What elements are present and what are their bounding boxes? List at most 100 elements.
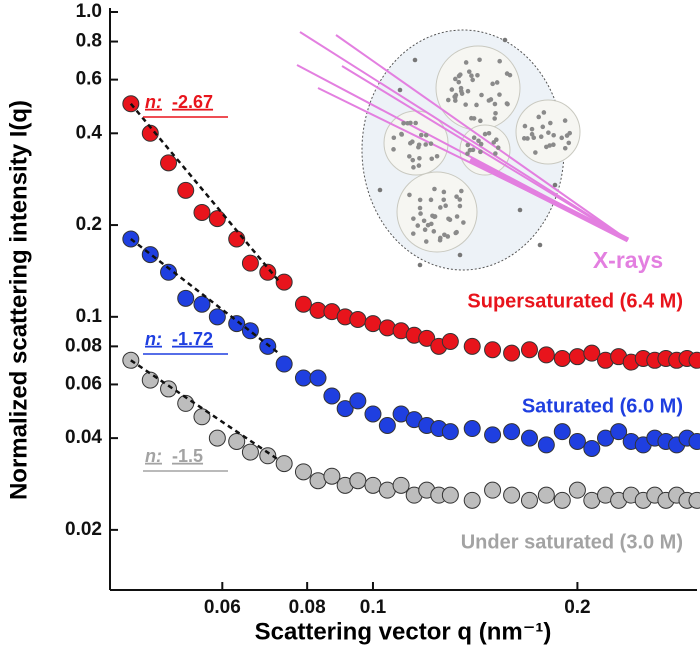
inset-illustration: X-rays bbox=[296, 29, 663, 273]
particle bbox=[521, 136, 527, 141]
particle bbox=[475, 73, 480, 78]
data-point bbox=[503, 423, 521, 441]
particle bbox=[476, 138, 481, 144]
data-point bbox=[294, 295, 312, 313]
data-point bbox=[259, 263, 277, 281]
y-tick-label: 0.8 bbox=[76, 31, 102, 52]
particle bbox=[471, 116, 477, 121]
particle bbox=[458, 88, 464, 94]
data-point bbox=[193, 203, 211, 221]
data-point bbox=[323, 387, 341, 405]
data-point bbox=[537, 346, 555, 364]
data-point bbox=[160, 380, 178, 398]
data-point bbox=[568, 432, 586, 450]
particle bbox=[470, 147, 476, 153]
particle bbox=[453, 230, 458, 236]
particle bbox=[429, 156, 435, 162]
data-point bbox=[553, 491, 571, 509]
particle bbox=[502, 37, 508, 43]
x-tick-label: 0.06 bbox=[204, 597, 241, 618]
fit-label: n: bbox=[145, 92, 162, 112]
particle bbox=[434, 153, 440, 159]
particle bbox=[417, 197, 423, 203]
particle bbox=[465, 142, 471, 148]
data-point bbox=[241, 322, 259, 340]
particle bbox=[522, 123, 528, 129]
particle bbox=[415, 223, 421, 228]
particle bbox=[531, 135, 537, 140]
x-tick-label: 0.08 bbox=[289, 597, 326, 618]
fit-line bbox=[130, 238, 281, 356]
particle bbox=[478, 118, 483, 124]
data-point bbox=[241, 254, 259, 272]
particle bbox=[422, 227, 428, 232]
data-point bbox=[309, 369, 327, 387]
data-point bbox=[160, 263, 178, 281]
data-point bbox=[193, 408, 211, 426]
particle bbox=[428, 141, 434, 146]
particle bbox=[417, 156, 422, 161]
data-point bbox=[583, 439, 601, 457]
particle bbox=[418, 211, 423, 216]
particle bbox=[457, 197, 463, 202]
data-point bbox=[441, 332, 459, 350]
particle bbox=[546, 130, 551, 135]
fit-exponent: -1.72 bbox=[172, 329, 213, 349]
particle bbox=[454, 194, 459, 199]
particle bbox=[551, 142, 556, 147]
data-point bbox=[418, 329, 436, 347]
data-point bbox=[193, 295, 211, 313]
series-label: Supersaturated (6.4 M) bbox=[467, 290, 683, 312]
particle bbox=[494, 80, 500, 85]
data-point bbox=[441, 486, 459, 504]
particle bbox=[478, 141, 484, 147]
particle bbox=[410, 231, 416, 236]
particle bbox=[525, 136, 530, 141]
particle bbox=[559, 135, 565, 141]
particle bbox=[478, 149, 483, 155]
particle bbox=[474, 102, 479, 108]
y-tick-label: 0.06 bbox=[65, 373, 102, 394]
fit-label: n: bbox=[145, 329, 162, 349]
fit-line bbox=[129, 102, 281, 284]
particle bbox=[457, 252, 463, 258]
data-point bbox=[160, 154, 178, 172]
data-point bbox=[141, 371, 159, 389]
particle bbox=[533, 150, 538, 155]
fit-line bbox=[130, 359, 281, 462]
y-tick-label: 0.1 bbox=[76, 306, 103, 327]
data-point bbox=[208, 308, 226, 326]
particle bbox=[486, 130, 492, 136]
particle bbox=[517, 207, 523, 213]
particle bbox=[447, 217, 453, 223]
data-point bbox=[259, 337, 277, 355]
particle bbox=[470, 77, 475, 83]
data-point bbox=[484, 341, 502, 359]
particle bbox=[432, 186, 437, 192]
particle bbox=[445, 97, 451, 103]
particle bbox=[429, 221, 434, 227]
data-point bbox=[520, 429, 538, 447]
data-point bbox=[610, 423, 628, 441]
y-tick-label: 1.0 bbox=[76, 1, 102, 22]
fit-label: n: bbox=[145, 446, 162, 466]
particle bbox=[497, 58, 502, 64]
data-point bbox=[484, 481, 502, 499]
particle bbox=[537, 242, 543, 248]
y-tick-label: 0.4 bbox=[76, 122, 103, 143]
data-point bbox=[349, 472, 367, 490]
y-tick-label: 0.6 bbox=[76, 69, 102, 90]
data-point bbox=[392, 476, 410, 494]
data-point bbox=[553, 349, 571, 367]
particle bbox=[486, 98, 492, 103]
data-point bbox=[208, 429, 226, 447]
particle bbox=[454, 214, 460, 219]
fit-exponent: -1.5 bbox=[172, 446, 203, 466]
series-label: Under saturated (3.0 M) bbox=[461, 531, 683, 553]
particle bbox=[461, 220, 466, 225]
y-tick-label: 0.2 bbox=[76, 214, 102, 235]
particle bbox=[423, 142, 429, 147]
particle bbox=[453, 98, 458, 103]
data-point bbox=[364, 476, 382, 494]
